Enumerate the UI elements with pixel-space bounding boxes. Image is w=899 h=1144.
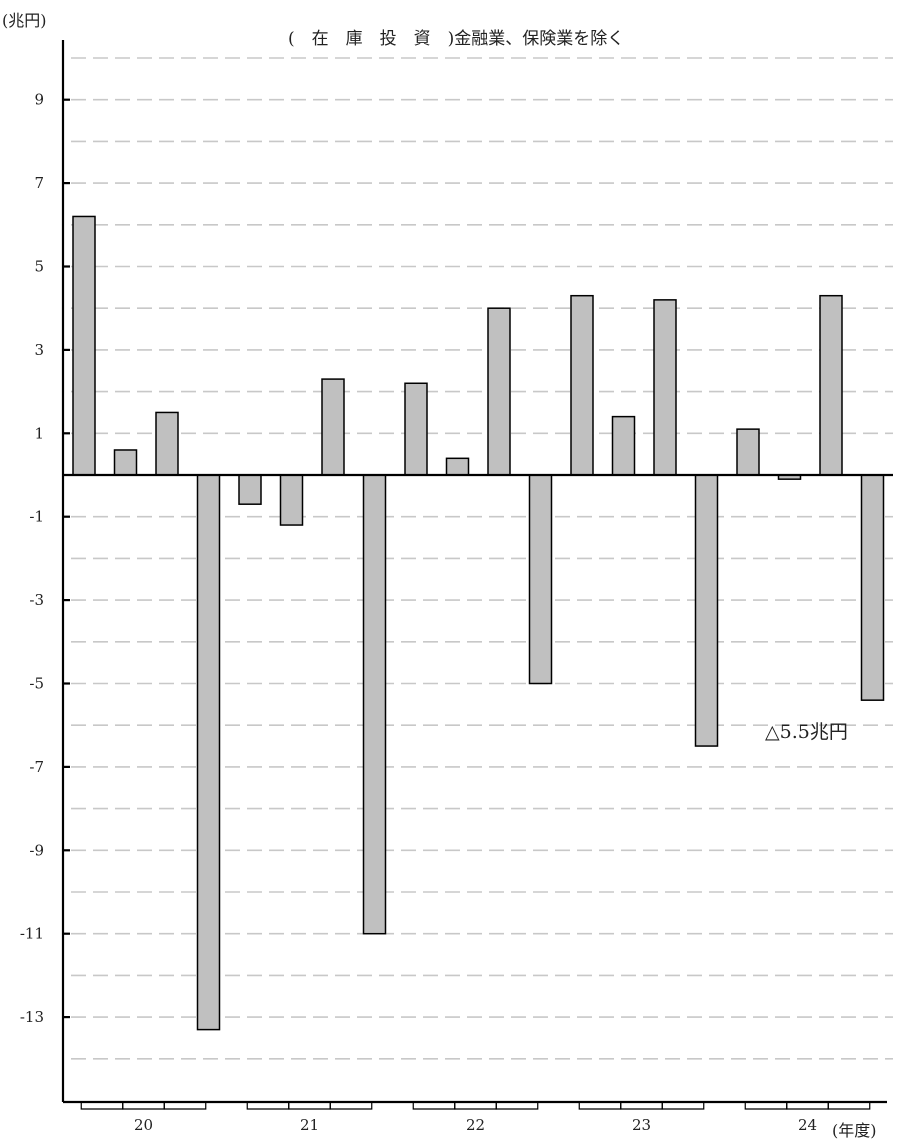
bar	[445, 457, 470, 476]
quarter-bracket	[163, 1102, 207, 1110]
y-tick-label: 3	[34, 341, 44, 359]
y-tick-label: 9	[34, 91, 44, 109]
x-tick-labels: 20 21 22 23 24	[80, 1102, 871, 1134]
x-tick-label: 23	[632, 1116, 651, 1134]
bar	[487, 307, 511, 476]
y-tick-label: 7	[34, 174, 44, 192]
bar	[819, 294, 843, 476]
bar-layer	[72, 215, 885, 1031]
bar	[279, 474, 304, 526]
bar	[570, 294, 594, 476]
x-tick-label: 22	[466, 1116, 485, 1134]
x-unit-label: (年度)	[832, 1121, 877, 1140]
bar	[362, 474, 387, 935]
y-tick-label: -5	[29, 675, 44, 693]
bar	[694, 474, 719, 747]
bar	[72, 215, 96, 476]
bar	[860, 474, 885, 701]
bar	[653, 299, 677, 476]
bar	[196, 474, 221, 1031]
bar	[321, 378, 345, 476]
bar	[528, 474, 553, 685]
y-tick-label: -1	[29, 508, 44, 526]
y-tick-label: -13	[20, 1008, 44, 1026]
x-tick-label: 24	[798, 1116, 817, 1134]
bar	[611, 415, 636, 476]
bar	[736, 428, 760, 476]
quarter-bracket	[661, 1102, 705, 1110]
quarter-bracket	[495, 1102, 539, 1110]
y-tick-label: -11	[20, 925, 44, 943]
y-tick-label: -3	[29, 591, 44, 609]
x-tick-label: 20	[134, 1116, 153, 1134]
y-tick-label: -9	[29, 841, 44, 859]
x-tick-label: 21	[300, 1116, 319, 1134]
quarter-bracket	[827, 1102, 871, 1110]
axis-layer	[61, 40, 893, 1104]
grid-layer	[71, 57, 893, 1060]
y-unit-label: (兆円)	[2, 11, 47, 30]
bar	[113, 449, 138, 476]
annotation-label: △5.5兆円	[765, 721, 848, 743]
chart-title: ( 在 庫 投 資 )金融業、保険業を除く	[288, 29, 624, 49]
bar	[404, 382, 428, 476]
y-tick-label: 5	[34, 258, 44, 276]
y-tick-label: 1	[34, 424, 44, 442]
bar	[238, 474, 262, 505]
y-tick-label: -7	[29, 758, 44, 776]
y-tick-labels: 9 7 5 3 1 -1 -3 -5 -7 -9 -11 -13	[20, 91, 70, 1026]
quarter-bracket	[329, 1102, 373, 1110]
bar	[155, 411, 179, 476]
